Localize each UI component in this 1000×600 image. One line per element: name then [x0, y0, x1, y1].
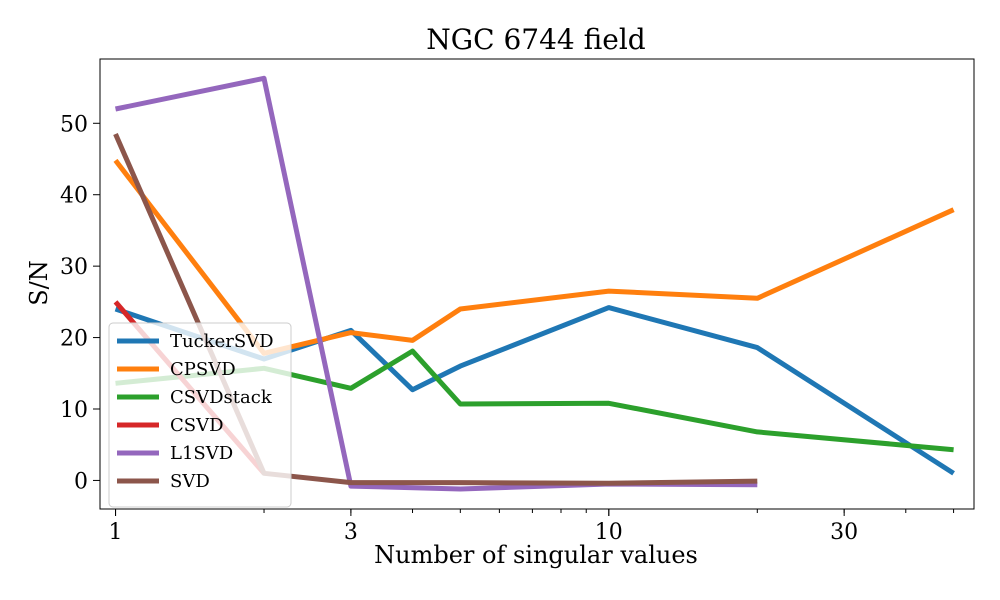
legend-label-svd: SVD — [170, 471, 210, 492]
legend-label-l1svd: L1SVD — [170, 443, 233, 464]
y-axis-label: S/N — [25, 260, 53, 306]
y-tick-label: 50 — [60, 112, 88, 137]
legend-label-csvd: CSVD — [170, 415, 224, 436]
y-tick-label: 0 — [74, 469, 88, 494]
x-axis-ticks: 1 3 10 30 — [109, 509, 955, 545]
plot-area-frame — [99, 58, 975, 510]
y-tick-label: 40 — [60, 184, 88, 209]
legend: TuckerSVD CPSVD CSVDstack CSVD L1SVD SVD — [108, 322, 292, 508]
x-tick-label: 10 — [595, 520, 623, 545]
y-tick-label: 30 — [60, 255, 88, 280]
x-tick-label: 30 — [830, 520, 858, 545]
legend-label-tuckersvd: TuckerSVD — [170, 331, 274, 352]
y-tick-label: 20 — [60, 327, 88, 352]
chart-title: NGC 6744 field — [426, 23, 646, 56]
x-tick-label: 3 — [344, 520, 358, 545]
y-tick-label: 10 — [60, 398, 88, 423]
x-tick-label: 1 — [109, 520, 123, 545]
x-axis-label: Number of singular values — [374, 541, 698, 569]
legend-label-cpsvd: CPSVD — [170, 359, 236, 380]
legend-label-csvdstack: CSVDstack — [170, 387, 273, 408]
y-axis-ticks: 0 10 20 30 40 50 — [60, 112, 100, 494]
